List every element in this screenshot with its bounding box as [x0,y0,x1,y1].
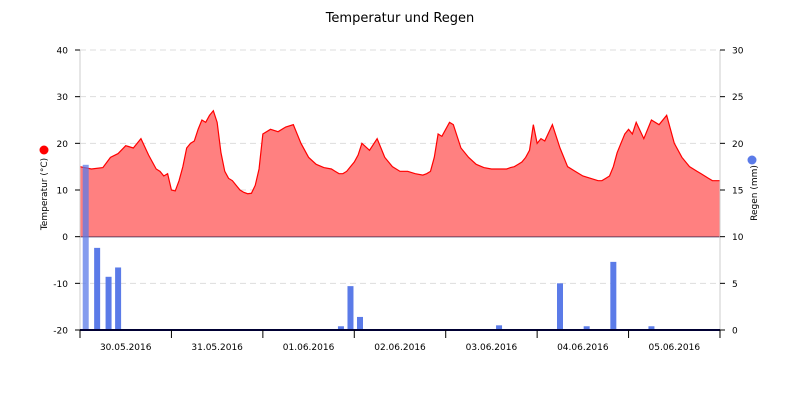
temperature-area-fill [80,110,720,237]
rain-bar [94,247,101,330]
x-tick-label: 30.05.2016 [100,343,152,353]
y-right-label: Regen (mm) [750,165,760,221]
rain-bar [583,326,590,330]
rain-bar [115,267,122,330]
x-tick-label: 01.06.2016 [283,343,335,353]
y-left-tick-label: -10 [53,280,68,290]
y-right-tick-label: 15 [732,187,743,197]
y-left-tick-label: 20 [57,140,69,150]
rain-bar [648,326,655,330]
temperature-line [79,109,720,195]
rain-bars [82,164,655,330]
y-right-tick-label: 30 [732,47,744,57]
temperature-area [79,109,720,237]
left-axis-ticks: 40 30 20 10 0 -10 -20 [53,47,80,337]
y-right-tick-label: 20 [732,140,744,150]
temperature-legend-marker [39,145,49,155]
x-tick-label: 02.06.2016 [374,343,426,353]
x-axis-ticks: 30.05.2016 31.05.2016 01.06.2016 02.06.2016… [79,330,721,353]
rain-bar [347,286,354,330]
rain-bar [105,276,112,330]
right-axis-ticks: 30 25 20 15 10 5 0 [720,47,744,337]
y-left-tick-label: 10 [57,187,69,197]
y-left-tick-label: -20 [53,327,68,337]
rain-bar [557,283,563,330]
x-tick-label: 04.06.2016 [557,343,609,353]
rain-bar [496,325,503,330]
chart-title: Temperatur und Regen [325,11,475,26]
y-right-tick-label: 5 [732,280,738,290]
rain-legend-marker [747,155,757,165]
rain-bar [82,164,89,330]
rain-bar [357,316,363,330]
y-left-tick-label: 40 [57,47,69,57]
y-right-tick-label: 25 [732,93,743,103]
y-right-tick-label: 10 [732,233,744,243]
rain-bar [337,326,344,330]
y-left-label: Temperatur (°C) [40,158,50,231]
y-left-tick-label: 0 [62,233,68,243]
rain-bar [610,261,617,330]
x-tick-label: 31.05.2016 [191,343,243,353]
y-left-tick-label: 30 [57,93,69,103]
y-right-tick-label: 0 [732,327,738,337]
x-tick-label: 05.06.2016 [649,343,701,353]
x-tick-label: 03.06.2016 [466,343,518,353]
